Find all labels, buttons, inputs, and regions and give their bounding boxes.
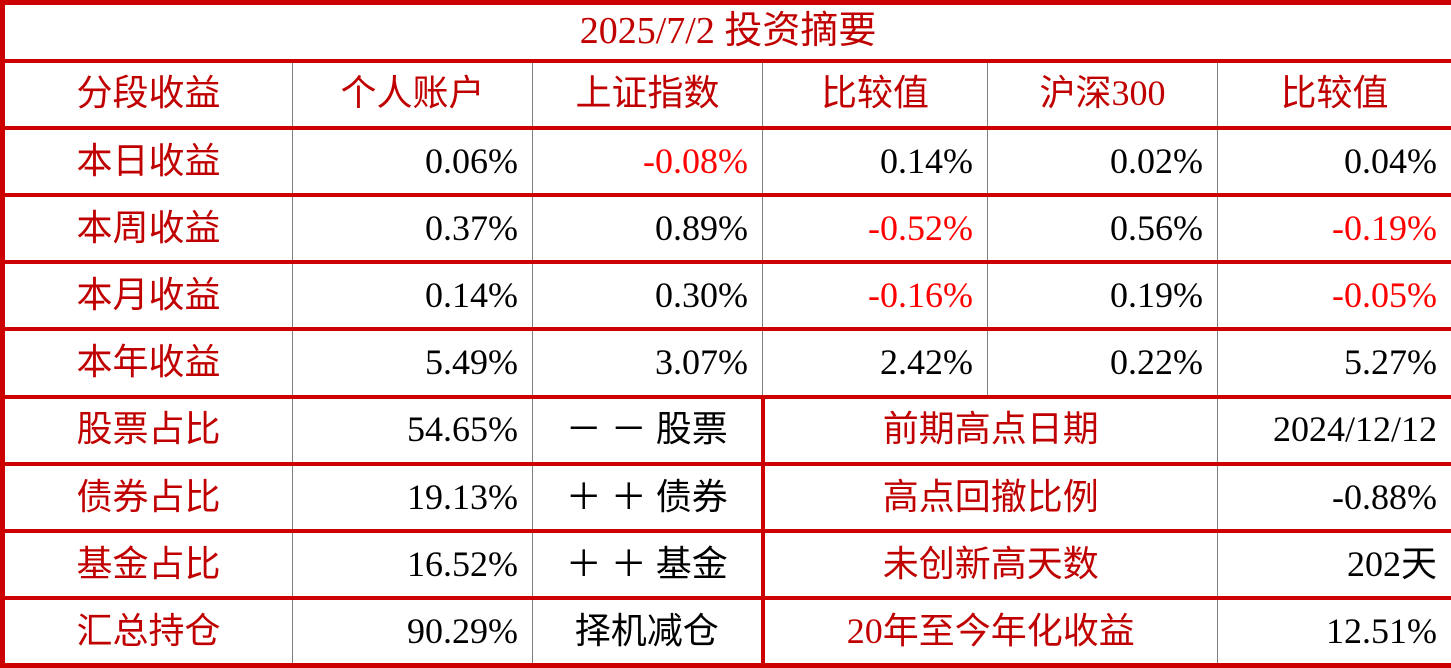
value-cell: -0.08% (532, 127, 763, 198)
row-label: 本周收益 (2, 195, 293, 265)
row-label: 本月收益 (2, 262, 293, 332)
value-cell: 5.49% (292, 329, 533, 399)
column-header-compare-2: 比较值 (1217, 60, 1451, 130)
column-header-personal-account: 个人账户 (292, 60, 533, 130)
stat-label: 高点回撤比例 (760, 463, 1218, 533)
row-label: 本日收益 (2, 127, 293, 198)
value-cell: 16.52% (292, 530, 533, 601)
stat-value: -0.88% (1217, 463, 1451, 533)
value-cell: -0.05% (1217, 262, 1451, 332)
column-header-shanghai-index: 上证指数 (532, 60, 763, 130)
signal-cell: ＋ ＋ 债券 (532, 463, 763, 533)
table-row-fund-allocation: 基金占比 16.52% ＋ ＋ 基金 未创新高天数 202天 (2, 530, 1451, 601)
value-cell: 0.14% (762, 127, 988, 198)
table-row-daily-return: 本日收益 0.06% -0.08% 0.14% 0.02% 0.04% (2, 127, 1451, 198)
table-row-yearly-return: 本年收益 5.49% 3.07% 2.42% 0.22% 5.27% (2, 329, 1451, 399)
table-row-stock-allocation: 股票占比 54.65% － － 股票 前期高点日期 2024/12/12 (2, 396, 1451, 466)
signal-cell: － － 股票 (532, 396, 763, 466)
stat-label: 20年至今年化收益 (760, 598, 1218, 668)
value-cell: 0.30% (532, 262, 763, 332)
value-cell: 0.56% (987, 195, 1218, 265)
stat-label: 未创新高天数 (760, 530, 1218, 601)
value-cell: 0.06% (292, 127, 533, 198)
table-title: 2025/7/2 投资摘要 (2, 2, 1451, 63)
signal-cell: ＋ ＋ 基金 (532, 530, 763, 601)
row-label: 债券占比 (2, 463, 293, 533)
table-row-total-position: 汇总持仓 90.29% 择机减仓 20年至今年化收益 12.51% (2, 598, 1451, 668)
value-cell: 0.02% (987, 127, 1218, 198)
column-header-segment: 分段收益 (2, 60, 293, 130)
value-cell: 0.37% (292, 195, 533, 265)
value-cell: 90.29% (292, 598, 533, 668)
value-cell: -0.52% (762, 195, 988, 265)
table-row-weekly-return: 本周收益 0.37% 0.89% -0.52% 0.56% -0.19% (2, 195, 1451, 265)
value-cell: 3.07% (532, 329, 763, 399)
stat-label: 前期高点日期 (760, 396, 1218, 466)
row-label: 汇总持仓 (2, 598, 293, 668)
value-cell: 2.42% (762, 329, 988, 399)
stat-value: 12.51% (1217, 598, 1451, 668)
value-cell: -0.19% (1217, 195, 1451, 265)
stat-value: 2024/12/12 (1217, 396, 1451, 466)
value-cell: 0.19% (987, 262, 1218, 332)
value-cell: 0.04% (1217, 127, 1451, 198)
table-row-bond-allocation: 债券占比 19.13% ＋ ＋ 债券 高点回撤比例 -0.88% (2, 463, 1451, 533)
value-cell: 0.22% (987, 329, 1218, 399)
row-label: 基金占比 (2, 530, 293, 601)
row-label: 本年收益 (2, 329, 293, 399)
row-label: 股票占比 (2, 396, 293, 466)
signal-cell: 择机减仓 (532, 598, 763, 668)
column-header-hs300: 沪深300 (987, 60, 1218, 130)
stat-value: 202天 (1217, 530, 1451, 601)
value-cell: 0.89% (532, 195, 763, 265)
value-cell: 5.27% (1217, 329, 1451, 399)
header-row: 分段收益 个人账户 上证指数 比较值 沪深300 比较值 (2, 60, 1451, 130)
value-cell: 54.65% (292, 396, 533, 466)
value-cell: -0.16% (762, 262, 988, 332)
title-row: 2025/7/2 投资摘要 (2, 2, 1451, 63)
value-cell: 0.14% (292, 262, 533, 332)
table-row-monthly-return: 本月收益 0.14% 0.30% -0.16% 0.19% -0.05% (2, 262, 1451, 332)
column-header-compare-1: 比较值 (762, 60, 988, 130)
value-cell: 19.13% (292, 463, 533, 533)
